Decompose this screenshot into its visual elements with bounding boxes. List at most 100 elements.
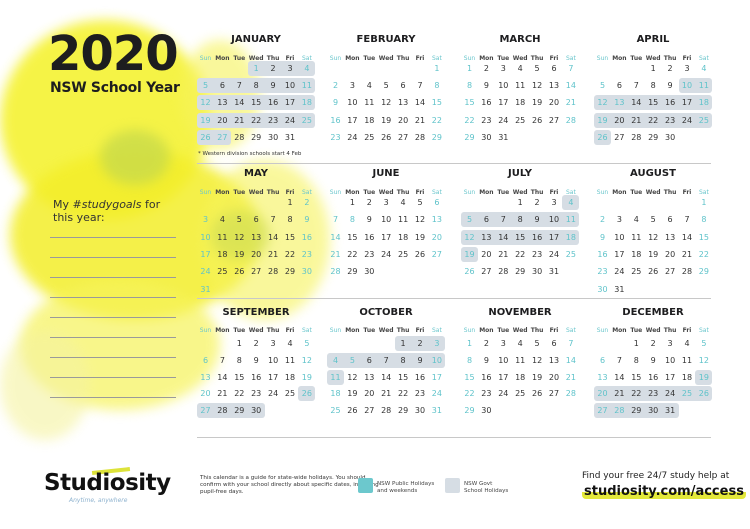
weekday-header: Fri: [549, 327, 559, 334]
calendar-day: 6: [366, 355, 372, 365]
calendar-day: 12: [414, 215, 426, 225]
calendar-day: 24: [284, 115, 296, 125]
calendar-day: 30: [648, 406, 659, 416]
calendar-day: 27: [665, 267, 676, 277]
calendar-day: 3: [684, 64, 690, 73]
calendar-day: 23: [481, 389, 492, 399]
calendar-day: 14: [498, 232, 509, 242]
calendar-day: 19: [234, 249, 245, 259]
calendar-day: 2: [332, 81, 339, 91]
calendar-day: 26: [414, 249, 426, 259]
calendar-day: 24: [681, 115, 693, 125]
calendar-day: 29: [464, 132, 475, 142]
calendar-day: 1: [236, 339, 242, 348]
goals-suffix: for: [141, 198, 161, 211]
calendar-day: 7: [568, 64, 574, 73]
month-title: JANUARY: [231, 34, 281, 45]
calendar-day: 6: [616, 81, 622, 91]
calendar-day: 16: [481, 98, 492, 108]
calendar-day: 16: [301, 232, 312, 242]
calendar-day: 5: [202, 81, 209, 91]
weekday-header: Tue: [363, 55, 376, 62]
weekday-header: Sun: [596, 189, 609, 196]
calendar-day: 20: [597, 389, 608, 399]
calendar-day: 17: [381, 232, 392, 242]
goal-write-line: [50, 297, 176, 298]
school-holiday-highlight: [327, 352, 446, 368]
calendar-day: 12: [381, 98, 392, 108]
calendar-day: 21: [234, 115, 245, 125]
calendar-day: 27: [548, 115, 560, 125]
calendar-day: 30: [665, 132, 676, 142]
calendar-day: 9: [366, 215, 372, 225]
calendar-day: 13: [217, 98, 228, 108]
calendar-day: 8: [633, 355, 639, 365]
calendar-day: 2: [417, 339, 423, 348]
calendar-day: 18: [284, 372, 296, 382]
calendar-day: 10: [284, 81, 296, 91]
calendar-day: 11: [284, 355, 296, 365]
calendar-day: 11: [631, 232, 642, 242]
calendar-day: 2: [366, 198, 372, 207]
weekday-header: Wed: [248, 55, 264, 62]
calendar-day: 6: [551, 339, 557, 348]
weekday-header: Sat: [431, 327, 442, 334]
calendar-day: 6: [599, 355, 606, 365]
weekday-header: Thu: [530, 327, 544, 334]
calendar-day: 25: [301, 115, 312, 125]
calendar-subtitle: NSW School Year: [50, 80, 180, 96]
calendar-day: 26: [698, 389, 709, 399]
calendar-day: 3: [349, 81, 355, 91]
calendar-day: 16: [251, 372, 262, 382]
legend-swatch-public-holidays: [358, 478, 373, 493]
weekday-header: Mon: [215, 55, 230, 62]
weekday-header: Wed: [378, 55, 394, 62]
calendar-day: 21: [565, 372, 576, 382]
calendar-day: 17: [498, 372, 509, 382]
calendar-day: 11: [681, 355, 693, 365]
calendar-day: 18: [515, 98, 526, 108]
calendar-day: 4: [219, 215, 225, 225]
calendar-day: 29: [284, 267, 296, 277]
western-division-note: * Western division schools start 4 Feb: [198, 151, 302, 157]
weekday-header: Sun: [329, 55, 342, 62]
calendar-day: 24: [381, 249, 392, 259]
calendar-day: 9: [650, 355, 656, 365]
calendar-day: 15: [464, 98, 475, 108]
calendar-day: 6: [202, 355, 209, 365]
calendar-day: 17: [200, 249, 211, 259]
calendar-day: 4: [287, 339, 293, 348]
calendar-day: 23: [330, 132, 341, 142]
calendar-day: 9: [483, 355, 489, 365]
calendar-day: 7: [236, 81, 242, 91]
calendar-day: 29: [251, 132, 262, 142]
calendar-day: 25: [515, 389, 526, 399]
calendar-day: 24: [268, 389, 279, 399]
calendar-day: 28: [565, 389, 576, 399]
calendar-day: 5: [534, 64, 540, 73]
calendar-day: 3: [500, 339, 506, 348]
calendar-day: 6: [400, 81, 406, 91]
calendar-day: 20: [548, 98, 560, 108]
weekday-header: Mon: [612, 189, 627, 196]
calendar-day: 2: [667, 64, 673, 73]
weekday-header: Sat: [698, 327, 709, 334]
calendar-day: 13: [251, 232, 262, 242]
calendar-day: 29: [631, 406, 642, 416]
weekday-header: Sat: [301, 327, 312, 334]
calendar-day: 26: [347, 406, 358, 416]
goal-write-line: [50, 257, 176, 258]
calendar-day: 30: [251, 406, 262, 416]
calendar-day: 18: [681, 372, 693, 382]
calendar-day: 7: [633, 81, 639, 91]
calendar-day: 16: [268, 98, 279, 108]
calendar-day: 14: [414, 98, 426, 108]
school-holiday-highlight: [394, 336, 446, 351]
month-title: JULY: [508, 168, 532, 179]
calendar-day: 14: [330, 232, 341, 242]
cta-link[interactable]: studiosity.com/access: [582, 484, 746, 499]
school-holiday-highlight: [197, 78, 316, 94]
calendar-day: 21: [614, 389, 625, 399]
calendar-day: 28: [217, 406, 228, 416]
calendar-day: 4: [517, 339, 523, 348]
